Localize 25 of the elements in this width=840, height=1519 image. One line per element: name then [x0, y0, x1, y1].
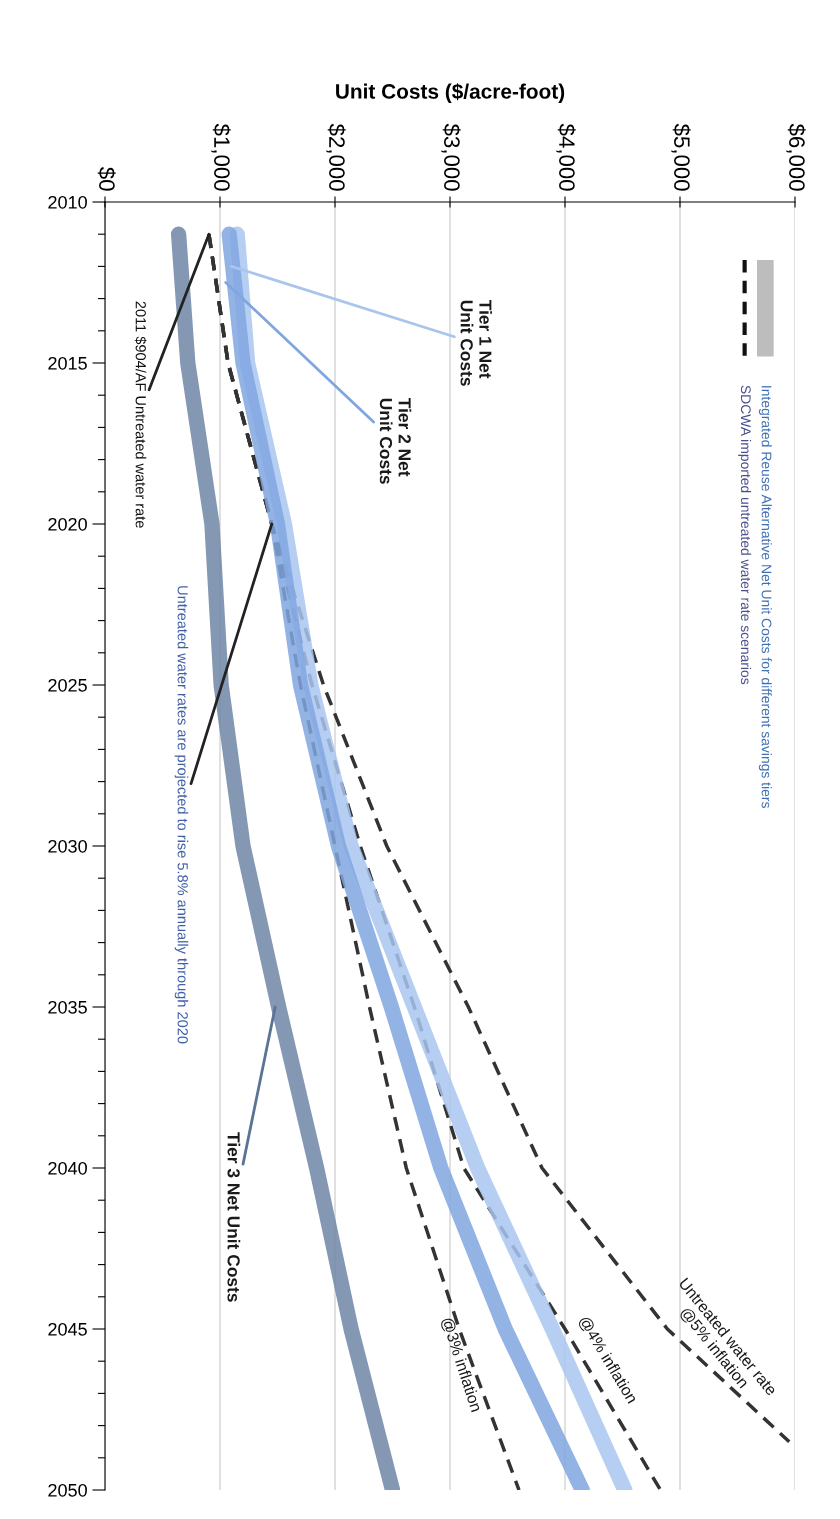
x-axis-title: Unit Costs ($/acre-foot): [336, 83, 565, 103]
annotation: Tier 3 Net Unit Costs: [227, 1132, 241, 1302]
x-tick-label: $2,000: [326, 123, 346, 191]
annotation: Tier 2 Net Unit Costs: [379, 397, 412, 484]
y-tick-label: 2015: [48, 356, 87, 370]
annotation: @3% inflation: [439, 1316, 483, 1413]
annotation: Tier 1 Net Unit Costs: [460, 299, 492, 386]
y-tick-label: 2040: [48, 1161, 87, 1175]
annotation: Integrated Reuse Alternative Net Unit Costs for different savings tiers: [758, 386, 772, 808]
x-tick-label: $5,000: [671, 123, 691, 191]
y-tick-label: 2025: [48, 678, 87, 692]
annotation: SDCWA imported untreated water rate scenarios: [738, 385, 752, 685]
y-tick-label: 2045: [48, 1322, 87, 1336]
x-tick-label: $3,000: [441, 123, 461, 191]
y-tick-label: 2010: [48, 195, 87, 209]
x-tick-label: $4,000: [556, 123, 576, 191]
y-tick-label: 2020: [48, 517, 87, 531]
y-tick-label: 2030: [48, 839, 87, 853]
x-tick-label: $6,000: [786, 123, 806, 191]
annotation: 2011 $904/AF Untreated water rate: [134, 301, 147, 528]
y-tick-label: 2050: [48, 1483, 87, 1497]
x-tick-label: $0: [97, 167, 116, 191]
annotation: Untreated water rates are projected to rise 5.8% annually through 2020: [174, 586, 189, 1044]
y-tick-label: 2035: [48, 1000, 87, 1014]
x-tick-label: $1,000: [211, 123, 231, 191]
